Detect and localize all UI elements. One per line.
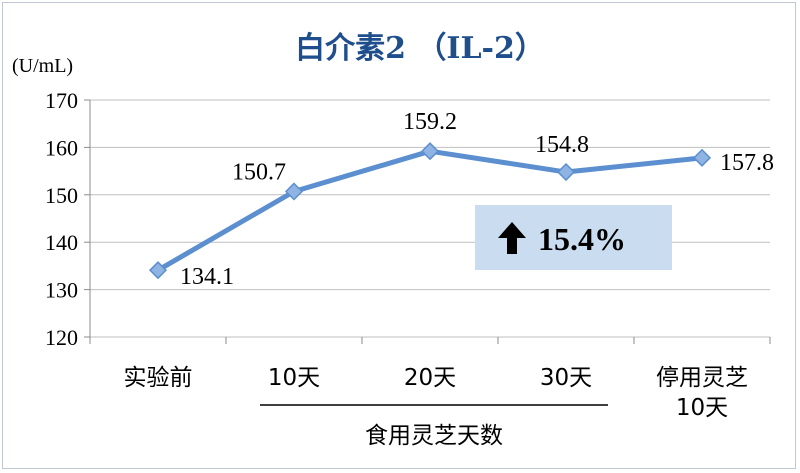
data-label: 154.8: [535, 132, 589, 158]
y-axis-ticks: 120 130 140 150 160 170: [45, 88, 78, 350]
x-axis-categories: 实验前 10天 20天 30天 停用灵芝 10天: [124, 365, 749, 421]
y-axis-unit-label: (U/mL): [12, 55, 73, 77]
data-label: 159.2: [403, 109, 457, 135]
data-point: [556, 162, 576, 182]
up-arrow-icon: [498, 222, 526, 254]
x-category-label: 停用灵芝: [656, 365, 748, 391]
data-point: [284, 182, 304, 201]
y-tick-label: 150: [45, 183, 78, 208]
data-labels: 134.1 150.7 159.2 154.8 157.8: [180, 109, 774, 290]
y-tick-label: 130: [45, 278, 78, 303]
data-point: [692, 148, 712, 167]
data-point: [420, 142, 440, 161]
x-category-label: 实验前: [124, 365, 193, 391]
x-category-label: 10天: [676, 395, 728, 421]
data-label: 134.1: [180, 264, 234, 290]
x-category-label: 20天: [404, 365, 456, 391]
data-point: [148, 261, 168, 280]
x-category-label: 10天: [268, 365, 320, 391]
x-axis-group-label: 食用灵芝天数: [365, 423, 503, 449]
y-tick-label: 170: [45, 88, 78, 113]
data-points: [148, 142, 712, 280]
chart-title: 白介素2 （IL-2）: [295, 31, 545, 66]
callout-percentage: 15.4%: [538, 221, 626, 257]
data-label: 157.8: [720, 150, 774, 176]
y-tick-label: 120: [45, 325, 78, 350]
x-category-label: 30天: [540, 365, 592, 391]
data-label: 150.7: [232, 159, 286, 185]
y-tick-label: 160: [45, 135, 78, 160]
y-tick-label: 140: [45, 230, 78, 255]
